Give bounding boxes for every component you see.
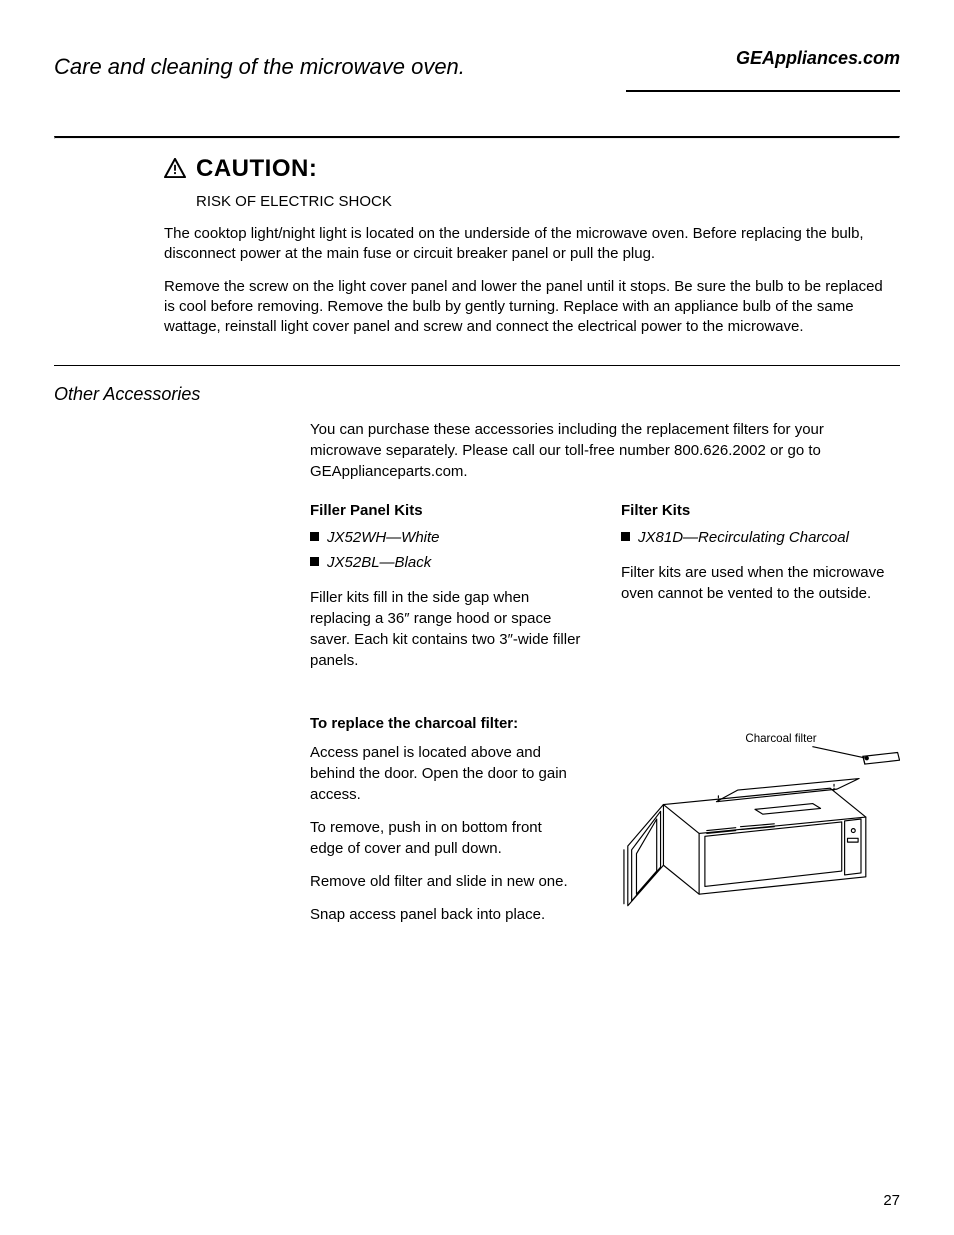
caution-paragraph: Remove the screw on the light cover pane… [164, 277, 890, 338]
step-paragraph: To remove, push in on bottom front edge … [310, 817, 578, 859]
microwave-illustration: Charcoal filter [610, 713, 900, 937]
section-heading: Other Accessories [54, 384, 900, 405]
caution-block: CAUTION: RISK OF ELECTRIC SHOCK The cook… [54, 155, 900, 337]
figure-label: Charcoal filter [745, 733, 816, 745]
caution-paragraph: The cooktop light/night light is located… [164, 224, 890, 265]
list-item-label: JX52BL—Black [327, 552, 431, 573]
column-blurb: Filter kits are used when the microwave … [621, 562, 900, 604]
site-url: GEAppliances.com [736, 48, 900, 69]
square-bullet-icon [310, 532, 319, 541]
list-item: JX52WH—White [310, 527, 589, 548]
column-blurb: Filler kits fill in the side gap when re… [310, 587, 589, 671]
step-paragraph: Remove old filter and slide in new one. [310, 871, 578, 892]
step-paragraph: Snap access panel back into place. [310, 904, 578, 925]
list-item-label: JX81D—Recirculating Charcoal [638, 527, 849, 548]
list-item: JX81D—Recirculating Charcoal [621, 527, 900, 548]
warning-triangle-icon [164, 158, 186, 178]
accessories-section: Other Accessories You can purchase these… [54, 365, 900, 937]
page-title: Care and cleaning of the microwave oven. [54, 54, 465, 80]
column-title: Filler Panel Kits [310, 500, 589, 521]
header-full-rule [54, 136, 900, 139]
step-paragraph: Access panel is located above and behind… [310, 742, 578, 805]
replace-filter-steps: To replace the charcoal filter: Access p… [310, 713, 578, 937]
list-item: JX52BL—Black [310, 552, 589, 573]
steps-title: To replace the charcoal filter: [310, 713, 578, 734]
square-bullet-icon [621, 532, 630, 541]
section-rule [54, 365, 900, 366]
filler-panel-column: Filler Panel Kits JX52WH—White JX52BL—Bl… [310, 500, 589, 685]
header-short-rule [626, 90, 900, 92]
caution-subheading: RISK OF ELECTRIC SHOCK [196, 193, 392, 210]
square-bullet-icon [310, 557, 319, 566]
accessories-intro: You can purchase these accessories inclu… [310, 419, 890, 482]
list-item-label: JX52WH—White [327, 527, 440, 548]
page-number: 27 [883, 1192, 900, 1209]
filter-kits-column: Filter Kits JX81D—Recirculating Charcoal… [621, 500, 900, 685]
caution-heading: CAUTION: [196, 155, 392, 183]
column-title: Filter Kits [621, 500, 900, 521]
